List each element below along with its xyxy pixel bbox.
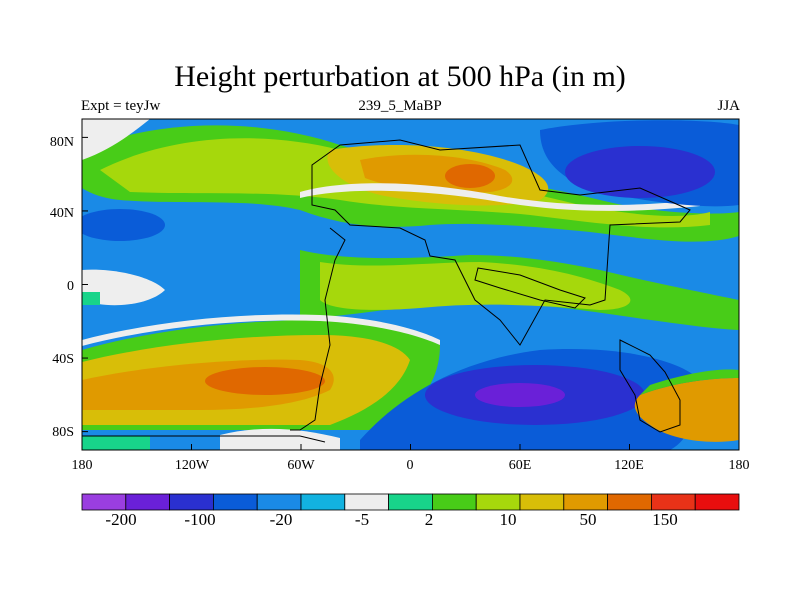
colorbar bbox=[81, 493, 740, 511]
chart-title: Height perturbation at 500 hPa (in m) bbox=[174, 60, 626, 93]
ytick-label: 0 bbox=[67, 279, 74, 294]
colorbar-swatch bbox=[694, 493, 740, 511]
ytick-label: 80N bbox=[49, 135, 74, 150]
colorbar-swatch bbox=[125, 493, 171, 511]
experiment-label: Expt = teyJw bbox=[81, 98, 161, 114]
ytick-label: 80S bbox=[52, 425, 74, 440]
period-label: 239_5_MaBP bbox=[358, 98, 442, 114]
ytick-label: 40N bbox=[49, 206, 74, 221]
coastline-outlines bbox=[82, 139, 691, 443]
xtick-label: 180 bbox=[728, 458, 750, 473]
colorbar-label: -5 bbox=[354, 510, 370, 529]
xtick-label: 120W bbox=[174, 458, 210, 473]
xtick-label: 180 bbox=[71, 458, 93, 473]
xtick-label: 60W bbox=[287, 458, 315, 473]
colorbar-label: 150 bbox=[652, 510, 678, 529]
colorbar-swatch bbox=[81, 493, 127, 511]
xtick-label: 0 bbox=[406, 458, 414, 473]
colorbar-swatch bbox=[388, 493, 433, 511]
xtick-label: 120E bbox=[614, 458, 644, 473]
season-label: JJA bbox=[717, 98, 740, 114]
field-layer bbox=[82, 119, 739, 450]
colorbar-swatch bbox=[256, 493, 302, 511]
colorbar-label: 50 bbox=[579, 510, 597, 529]
tick-marks bbox=[81, 136, 740, 450]
xtick-label: 60E bbox=[508, 458, 532, 473]
colorbar-swatch bbox=[475, 493, 521, 511]
colorbar-swatch bbox=[212, 493, 258, 511]
colorbar-swatch bbox=[431, 493, 477, 511]
colorbar-swatch bbox=[300, 493, 346, 511]
colorbar-swatch bbox=[519, 493, 565, 511]
colorbar-label: 2 bbox=[424, 510, 434, 529]
colorbar-swatch bbox=[169, 493, 214, 511]
colorbar-swatch bbox=[344, 493, 389, 511]
colorbar-label: -100 bbox=[184, 510, 216, 529]
colorbar-swatch bbox=[651, 493, 696, 511]
colorbar-label: -20 bbox=[269, 510, 293, 529]
ytick-label: 40S bbox=[52, 352, 74, 367]
colorbar-label: -200 bbox=[105, 510, 137, 529]
colorbar-swatch bbox=[607, 493, 652, 511]
colorbar-label: 10 bbox=[499, 510, 517, 529]
colorbar-swatch bbox=[563, 493, 608, 511]
